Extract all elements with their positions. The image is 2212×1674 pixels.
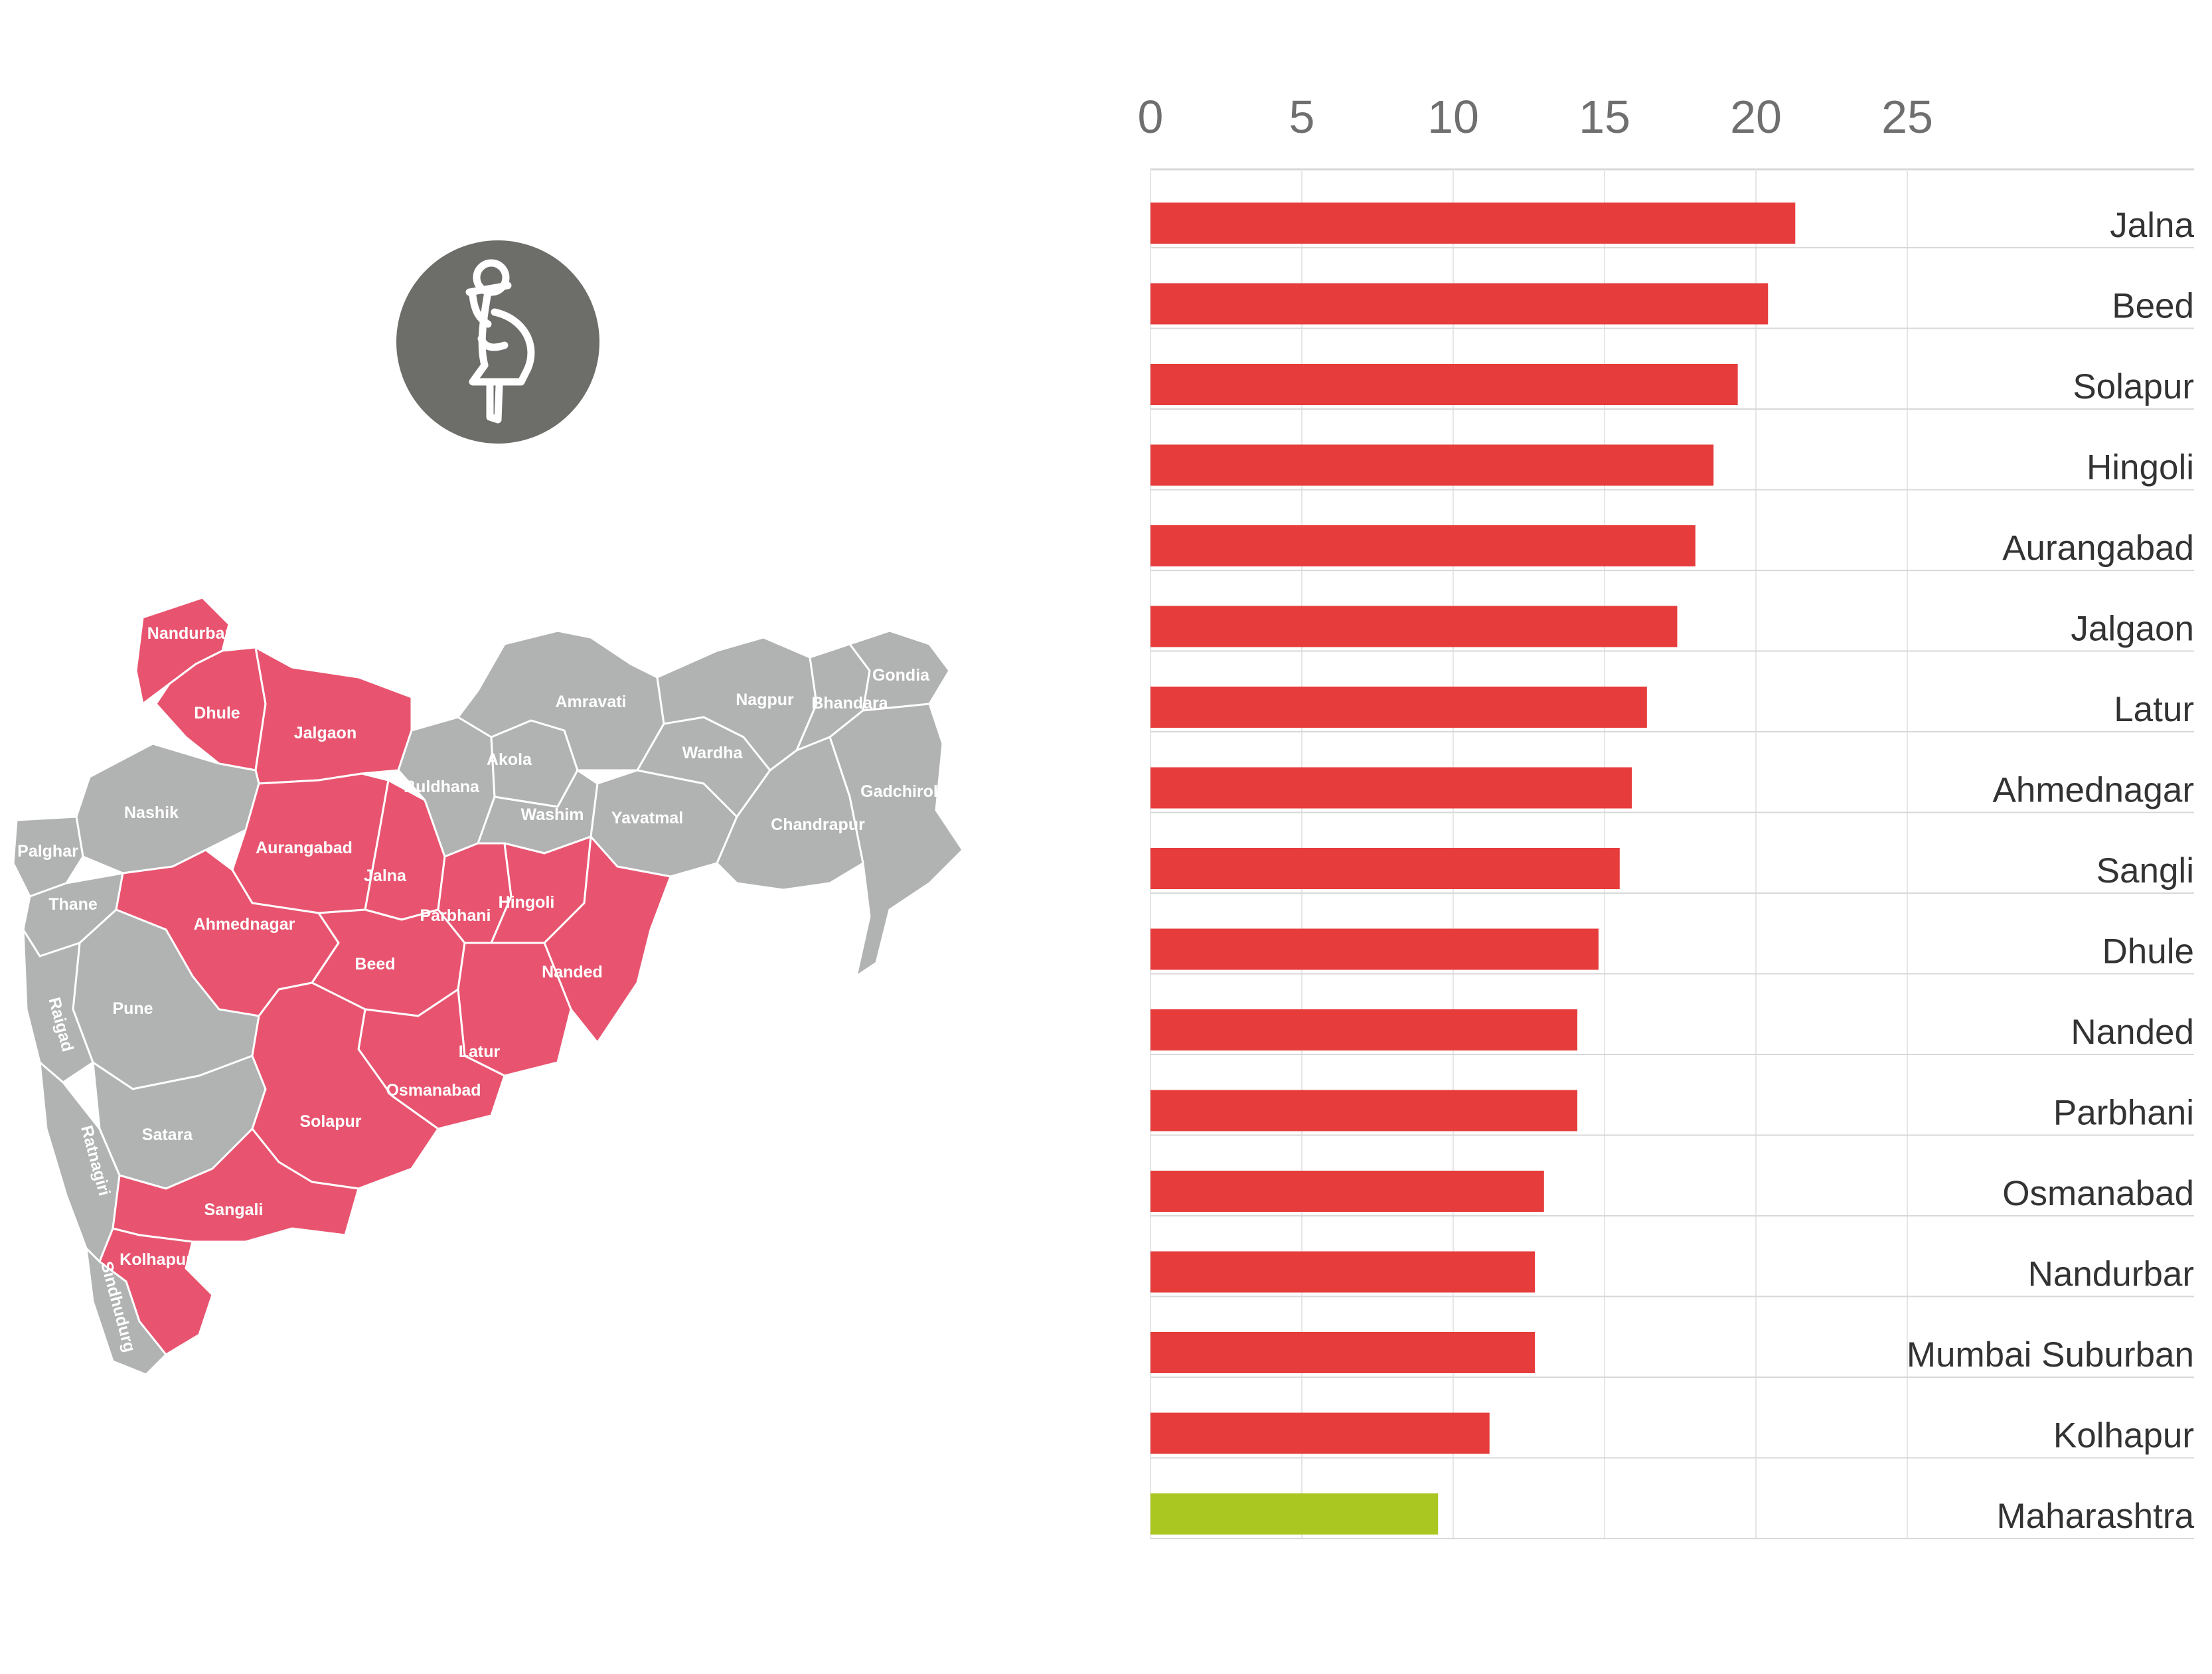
category-label-parbhani: Parbhani — [2053, 1094, 2194, 1133]
map-label-hingoli: Hingoli — [499, 893, 555, 912]
chart-bars — [1150, 203, 1796, 1535]
bar-jalgaon — [1150, 606, 1678, 647]
category-label-aurangabad: Aurangabad — [2002, 529, 2194, 568]
district-solapur — [251, 981, 439, 1190]
map-label-amravati: Amravati — [556, 693, 627, 711]
map-label-palghar: Palghar — [17, 842, 78, 861]
bar-parbhani — [1150, 1090, 1577, 1131]
icon-circle — [396, 240, 599, 444]
category-label-solapur: Solapur — [2073, 367, 2194, 406]
map-label-jalna: Jalna — [364, 867, 407, 885]
bar-hingoli — [1150, 444, 1714, 486]
map-label-latur: Latur — [459, 1043, 501, 1061]
map-label-bhandara: Bhandara — [811, 694, 888, 712]
map-label-wardha: Wardha — [682, 744, 744, 762]
category-label-sangli: Sangli — [2096, 851, 2194, 890]
x-tick-label-10: 10 — [1427, 91, 1479, 143]
map-label-washim: Washim — [521, 805, 584, 824]
bar-jalna — [1150, 203, 1796, 244]
map-label-beed: Beed — [355, 955, 395, 973]
category-label-dhule: Dhule — [2102, 932, 2194, 971]
map-label-nashik: Nashik — [124, 803, 179, 822]
map-label-pune: Pune — [112, 999, 153, 1018]
map-label-chandrapur: Chandrapur — [771, 815, 865, 834]
map-labels: Nandurbar Dhule Jalgaon Nashik Palghar T… — [17, 624, 943, 1354]
category-label-jalgaon: Jalgaon — [2071, 610, 2194, 649]
bar-beed — [1150, 283, 1769, 325]
category-label-maharashtra: Maharashtra — [1996, 1497, 2194, 1536]
map-label-nagpur: Nagpur — [736, 691, 794, 709]
x-tick-label-0: 0 — [1138, 91, 1164, 143]
district-jalgaon — [254, 646, 413, 785]
bar-nandurbar — [1150, 1251, 1536, 1293]
map-label-kolhapur: Kolhapur — [119, 1250, 193, 1269]
category-label-osmanabad: Osmanabad — [2002, 1174, 2194, 1213]
map-label-solapur: Solapur — [299, 1112, 361, 1131]
map-label-aurangabad: Aurangabad — [256, 839, 353, 857]
map-label-satara: Satara — [142, 1126, 194, 1144]
bar-dhule — [1150, 928, 1599, 970]
bar-nanded — [1150, 1009, 1577, 1050]
map-label-ahmednagar: Ahmednagar — [194, 915, 295, 934]
map-label-buldhana: Buldhana — [404, 778, 480, 796]
map-label-thane: Thane — [48, 895, 98, 914]
map-label-sangali: Sangali — [204, 1201, 264, 1219]
map-label-yavatmal: Yavatmal — [611, 809, 683, 827]
category-label-mumbai-suburban: Mumbai Suburban — [1907, 1335, 2194, 1375]
category-label-nandurbar: Nandurbar — [2028, 1255, 2194, 1294]
district-chandrapur — [716, 736, 864, 891]
bar-osmanabad — [1150, 1171, 1544, 1212]
bar-latur — [1150, 687, 1647, 728]
district-nanded — [543, 835, 672, 1044]
map-label-jalgaon: Jalgaon — [294, 724, 356, 742]
map-label-gondia: Gondia — [872, 666, 930, 685]
district-sindhudurg — [85, 1247, 167, 1376]
bar-kolhapur — [1150, 1412, 1490, 1454]
map-label-akola: Akola — [487, 750, 532, 769]
x-axis-ticks: 0 5 10 15 20 25 — [1138, 91, 1933, 143]
map-label-parbhani: Parbhani — [420, 906, 491, 925]
category-label-ahmednagar: Ahmednagar — [1993, 771, 2194, 810]
bar-maharashtra — [1150, 1493, 1439, 1535]
map-label-nandurbar: Nandurbar — [147, 624, 232, 643]
x-tick-label-5: 5 — [1289, 91, 1315, 143]
category-label-kolhapur: Kolhapur — [2053, 1416, 2194, 1456]
category-label-hingoli: Hingoli — [2087, 448, 2194, 487]
bar-ahmednagar — [1150, 767, 1632, 809]
category-label-beed: Beed — [2112, 287, 2194, 326]
bar-sangli — [1150, 848, 1620, 889]
maharashtra-map: Nandurbar Dhule Jalgaon Nashik Palghar T… — [12, 596, 964, 1376]
category-label-latur: Latur — [2114, 690, 2194, 729]
district-gondia — [848, 629, 951, 712]
category-labels: Jalna Beed Solapur Hingoli Aurangabad Jalgaon… — [1907, 206, 2195, 1536]
x-tick-label-25: 25 — [1881, 91, 1933, 143]
x-tick-label-15: 15 — [1579, 91, 1630, 143]
map-label-dhule: Dhule — [194, 704, 240, 722]
category-label-nanded: Nanded — [2071, 1013, 2194, 1052]
map-label-osmanabad: Osmanabad — [386, 1081, 481, 1100]
pregnant-woman-icon — [396, 240, 599, 444]
map-label-gadchiroli: Gadchiroli — [860, 782, 943, 801]
bar-solapur — [1150, 364, 1738, 405]
pregnant-woman-figure — [465, 259, 535, 424]
category-label-jalna: Jalna — [2110, 206, 2194, 245]
x-tick-label-20: 20 — [1730, 91, 1782, 143]
bar-mumbai-suburban — [1150, 1332, 1536, 1373]
bar-aurangabad — [1150, 525, 1696, 566]
map-label-nanded: Nanded — [542, 963, 603, 981]
bar-chart: 0 5 10 15 20 25 Jalna Beed Solapur Hingoli Aurang… — [1138, 91, 2195, 1539]
